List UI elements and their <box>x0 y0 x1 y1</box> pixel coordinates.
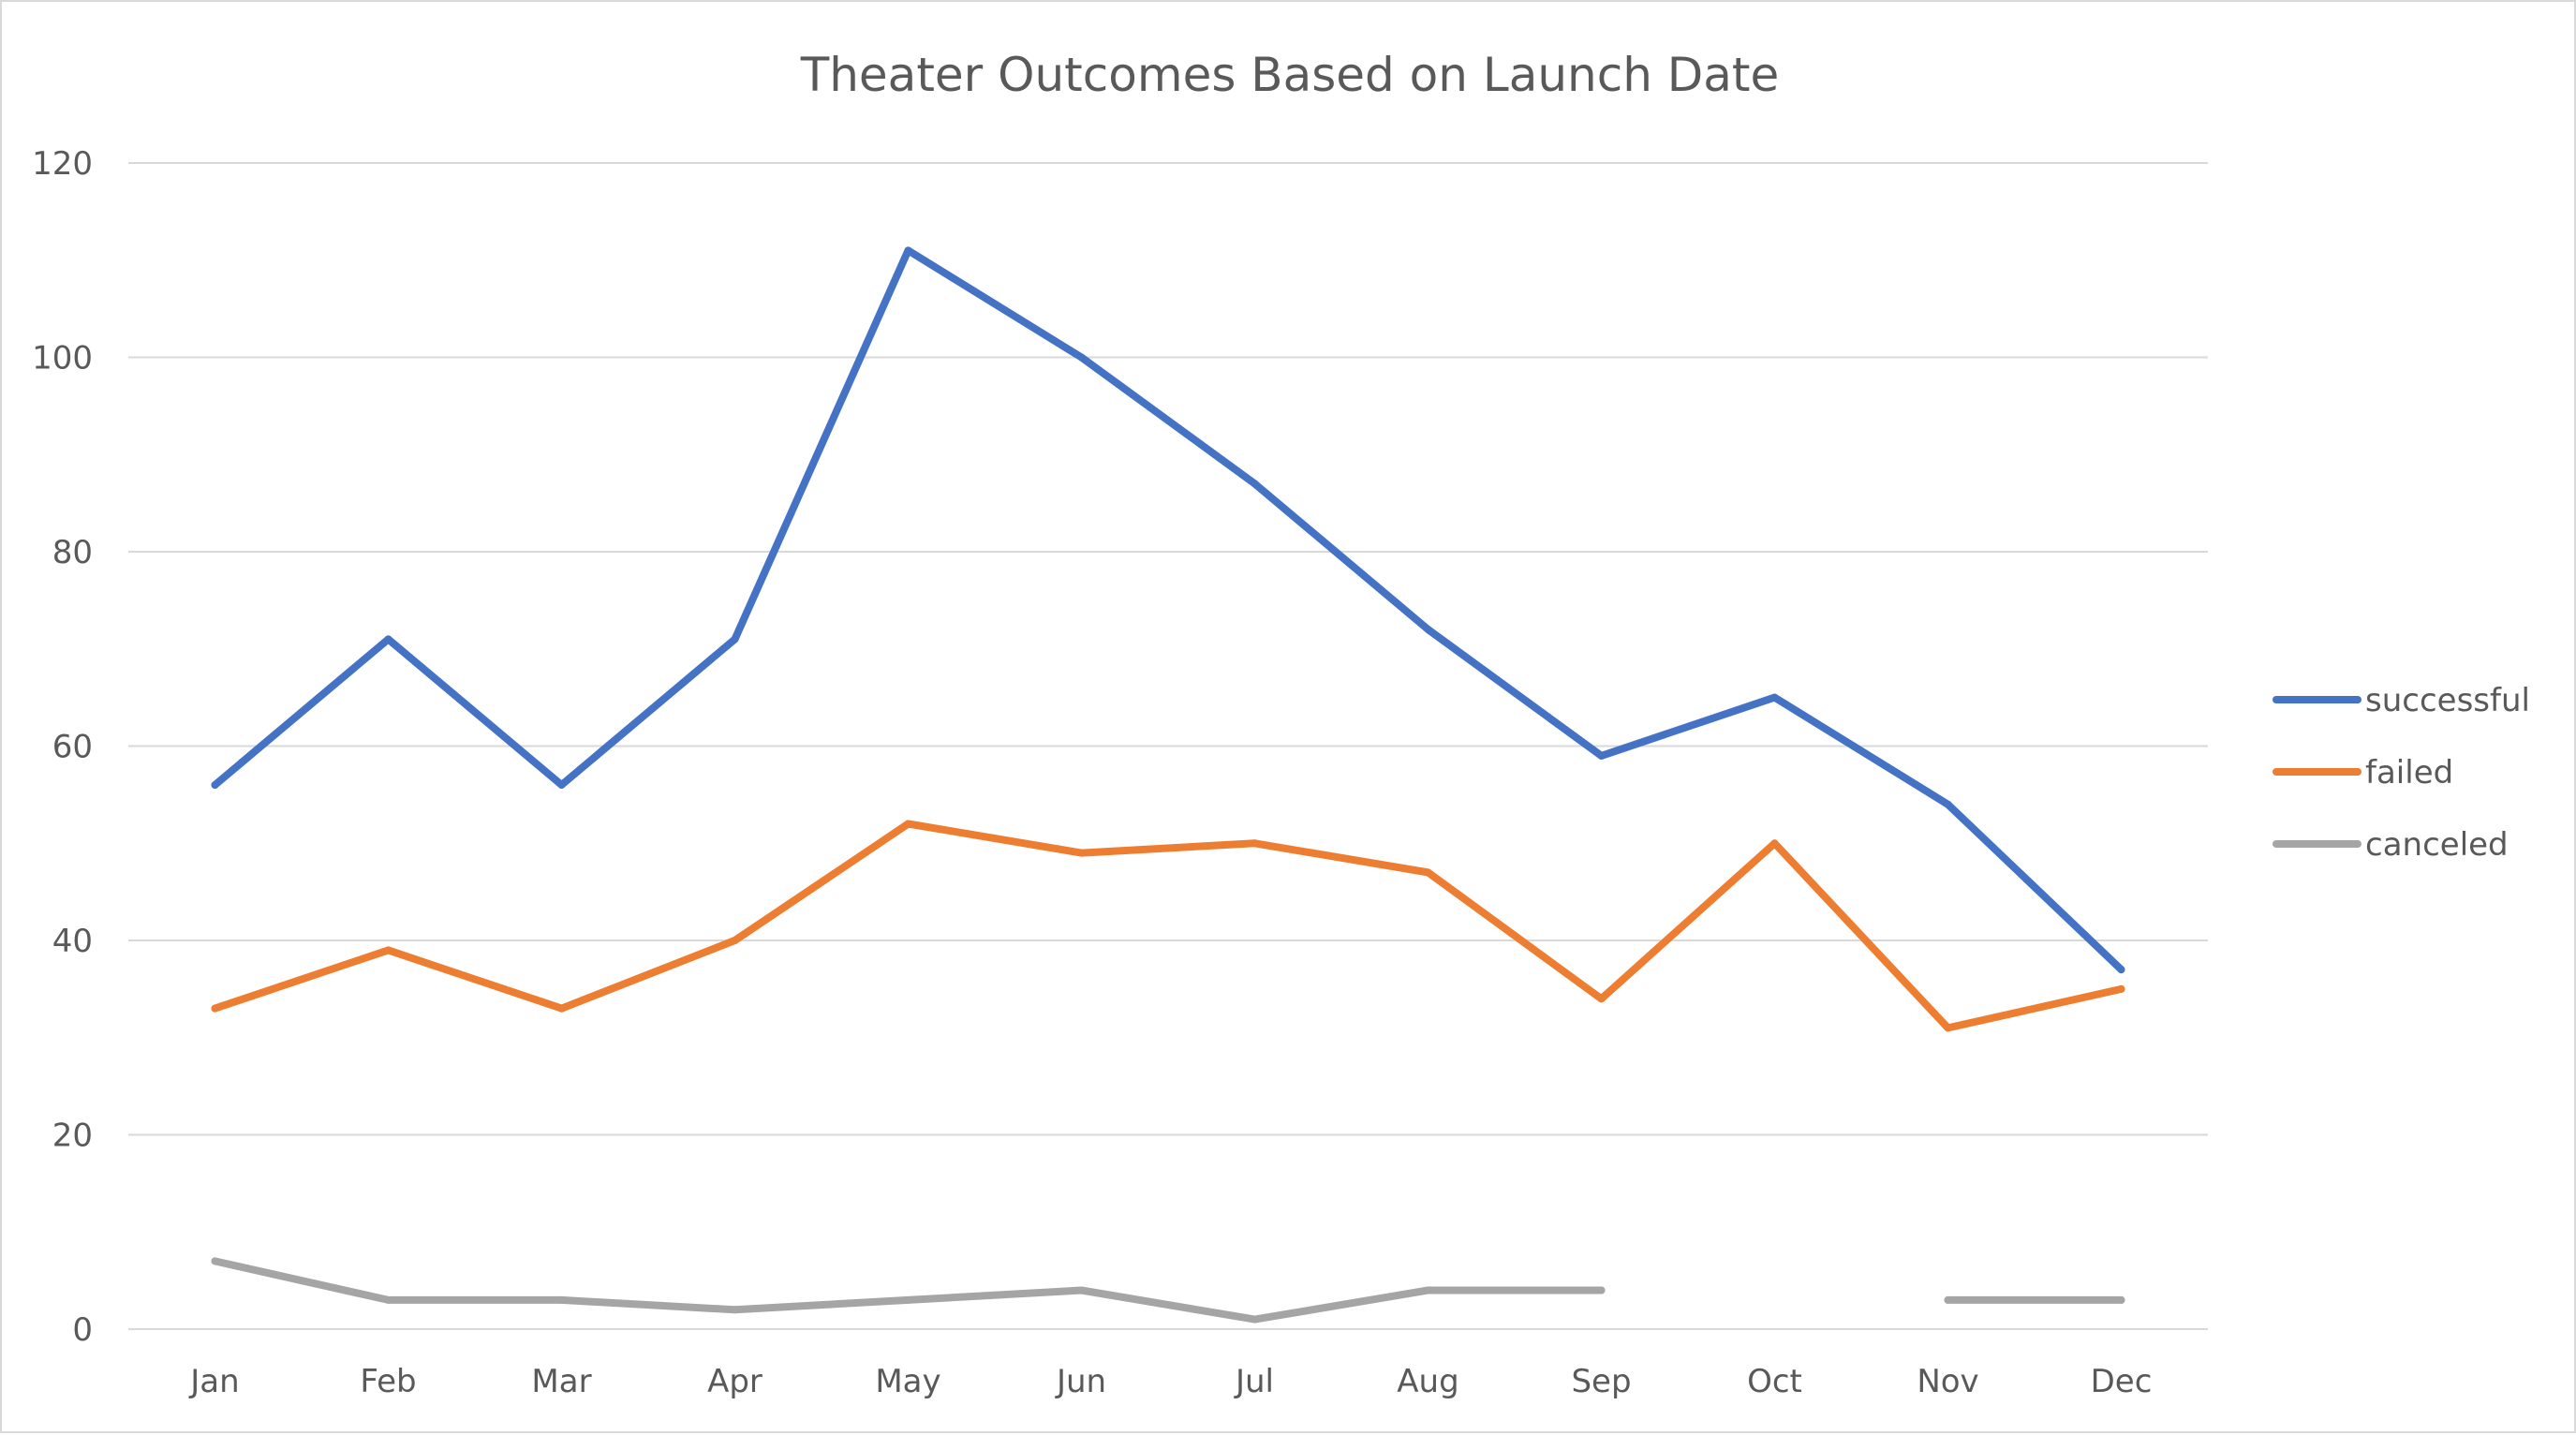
data-point <box>2117 966 2125 974</box>
data-point <box>1251 480 1259 488</box>
data-point <box>1770 839 1779 848</box>
data-point <box>1770 693 1779 702</box>
data-point <box>1944 1024 1952 1032</box>
x-tick-label: Jan <box>188 1363 239 1400</box>
data-point <box>384 946 392 954</box>
data-point <box>904 1295 912 1304</box>
x-tick-label: Aug <box>1397 1363 1458 1400</box>
y-tick-label: 60 <box>52 729 93 766</box>
data-point <box>1424 868 1432 877</box>
data-point <box>1077 353 1086 362</box>
data-point <box>211 781 219 789</box>
y-tick-label: 20 <box>52 1117 93 1155</box>
data-point <box>731 937 739 944</box>
series-line-canceled <box>211 1257 2125 1324</box>
x-tick-label: Oct <box>1747 1363 1802 1400</box>
data-point <box>557 1004 566 1013</box>
data-point <box>1424 626 1432 633</box>
data-point <box>2117 1295 2125 1304</box>
series-failed <box>211 820 2125 1032</box>
data-point <box>1077 849 1086 857</box>
data-point <box>211 1004 219 1013</box>
series-canceled <box>211 1257 2125 1324</box>
y-tick-label: 120 <box>32 145 93 183</box>
data-point <box>1424 1286 1432 1294</box>
data-point <box>731 635 739 644</box>
data-point <box>1944 1295 1952 1304</box>
data-point <box>1597 751 1606 760</box>
data-point <box>557 781 566 789</box>
data-point <box>1597 995 1606 1003</box>
gridlines <box>128 162 2208 1330</box>
data-point <box>557 1295 566 1304</box>
chart-title: Theater Outcomes Based on Launch Date <box>800 48 1780 102</box>
x-axis-tick-labels: Jan Feb Mar Apr May Jun Jul Aug Sep Oct Nov Dec <box>188 1363 2152 1400</box>
data-point <box>904 820 912 828</box>
x-tick-label: Nov <box>1917 1363 1978 1400</box>
x-tick-label: Jun <box>1055 1363 1106 1400</box>
data-point <box>731 1306 739 1314</box>
data-point <box>1251 839 1259 848</box>
x-tick-label: May <box>875 1363 940 1400</box>
data-point <box>1597 1286 1606 1294</box>
legend-label-successful: successful <box>2365 682 2530 719</box>
data-point <box>904 246 912 255</box>
x-tick-label: Feb <box>360 1363 416 1400</box>
data-point <box>1077 1286 1086 1294</box>
series-successful <box>211 246 2125 974</box>
y-tick-label: 40 <box>52 923 93 960</box>
series-line-successful <box>211 246 2125 974</box>
data-point <box>1251 1315 1259 1324</box>
legend: successful failed canceled <box>2273 682 2530 864</box>
x-tick-label: Sep <box>1571 1363 1631 1400</box>
series-lines <box>211 246 2125 1324</box>
x-tick-label: Mar <box>531 1363 591 1400</box>
series-line-failed <box>211 820 2125 1032</box>
y-tick-label: 80 <box>52 534 93 571</box>
x-tick-label: Dec <box>2091 1363 2153 1400</box>
y-tick-label: 0 <box>72 1311 93 1349</box>
y-tick-label: 100 <box>32 340 93 377</box>
data-point <box>2117 984 2125 993</box>
x-tick-label: Apr <box>707 1363 762 1400</box>
data-point <box>384 1295 392 1304</box>
legend-label-failed: failed <box>2365 754 2453 791</box>
y-axis-tick-labels: 0 20 40 60 80 100 120 <box>32 145 93 1349</box>
x-tick-label: Jul <box>1234 1363 1274 1400</box>
data-point <box>211 1257 219 1265</box>
data-point <box>384 635 392 644</box>
data-point <box>1944 800 1952 808</box>
legend-label-canceled: canceled <box>2365 826 2509 864</box>
